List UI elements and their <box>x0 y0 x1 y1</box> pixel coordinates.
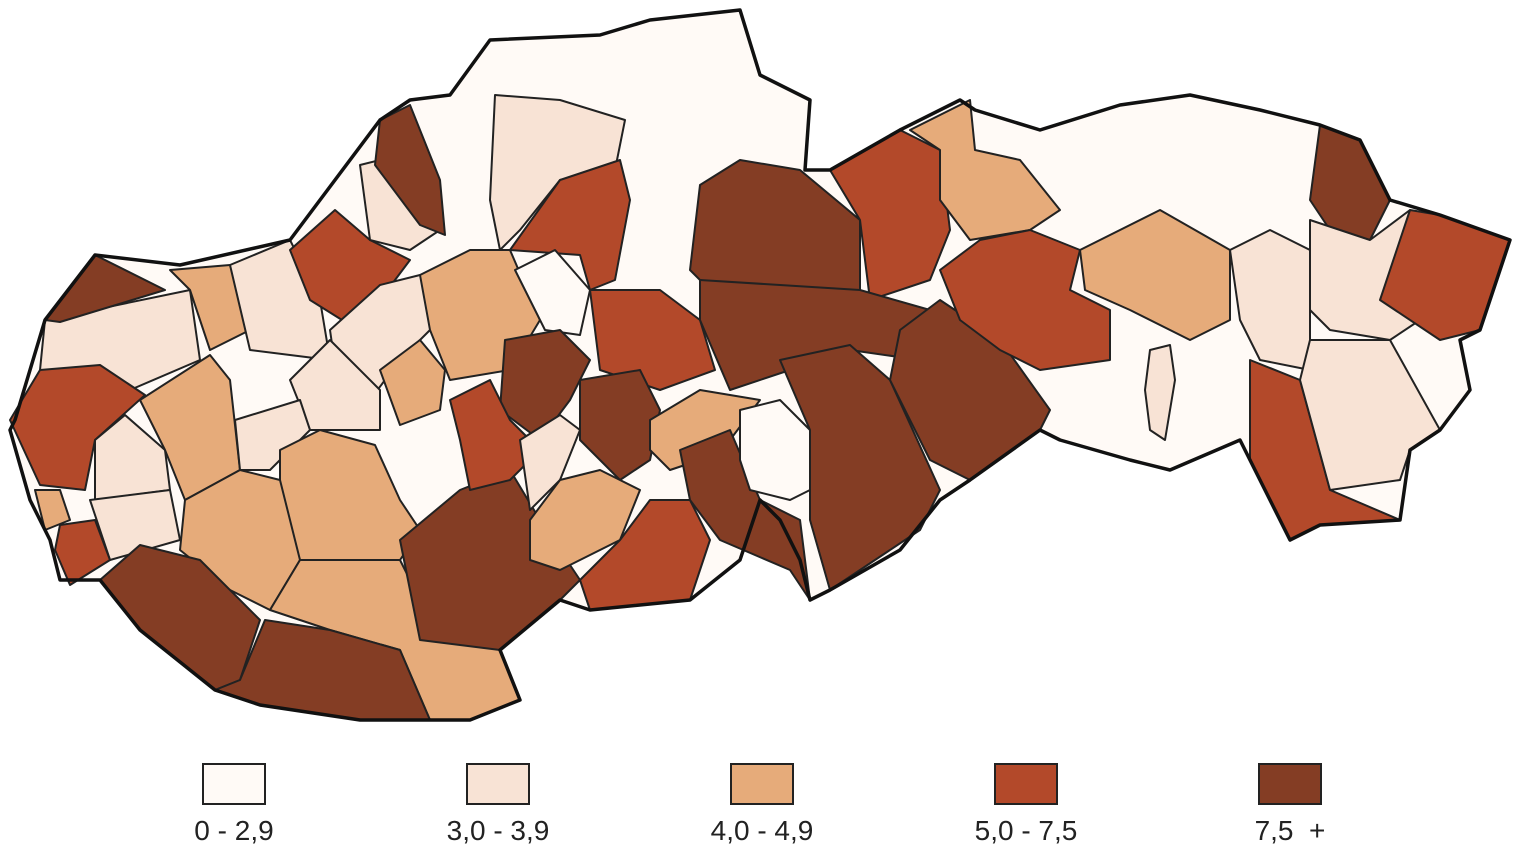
district <box>379 339 446 426</box>
district <box>1299 339 1441 491</box>
district <box>1079 209 1231 341</box>
district <box>34 489 71 531</box>
legend-label: 7,5 + <box>1255 815 1326 846</box>
district <box>169 264 251 351</box>
legend-label: 0 - 2,9 <box>194 815 273 846</box>
district <box>54 519 111 586</box>
district <box>9 364 146 491</box>
district <box>529 469 641 571</box>
legend-swatch <box>466 763 530 805</box>
district <box>514 249 591 336</box>
legend-label: 3,0 - 3,9 <box>447 815 550 846</box>
district <box>509 159 631 291</box>
district <box>1144 344 1176 441</box>
legend-swatch <box>730 763 794 805</box>
district <box>779 344 941 591</box>
legend-swatch <box>994 763 1058 805</box>
district <box>579 369 661 481</box>
district <box>374 104 446 236</box>
legend-label: 5,0 - 7,5 <box>975 815 1078 846</box>
district <box>739 399 811 501</box>
district <box>939 229 1111 371</box>
district <box>94 414 171 501</box>
legend: 0 - 2,9 3,0 - 3,9 4,0 - 4,9 5,0 - 7,5 7,5 + <box>194 763 1326 846</box>
legend-swatch <box>1258 763 1322 805</box>
district <box>519 414 581 511</box>
districts <box>9 9 1511 721</box>
district <box>909 99 1061 241</box>
legend-label: 4,0 - 4,9 <box>711 815 814 846</box>
district <box>829 129 951 301</box>
country-border <box>8 8 1512 722</box>
district <box>589 289 716 391</box>
legend-swatch <box>202 763 266 805</box>
